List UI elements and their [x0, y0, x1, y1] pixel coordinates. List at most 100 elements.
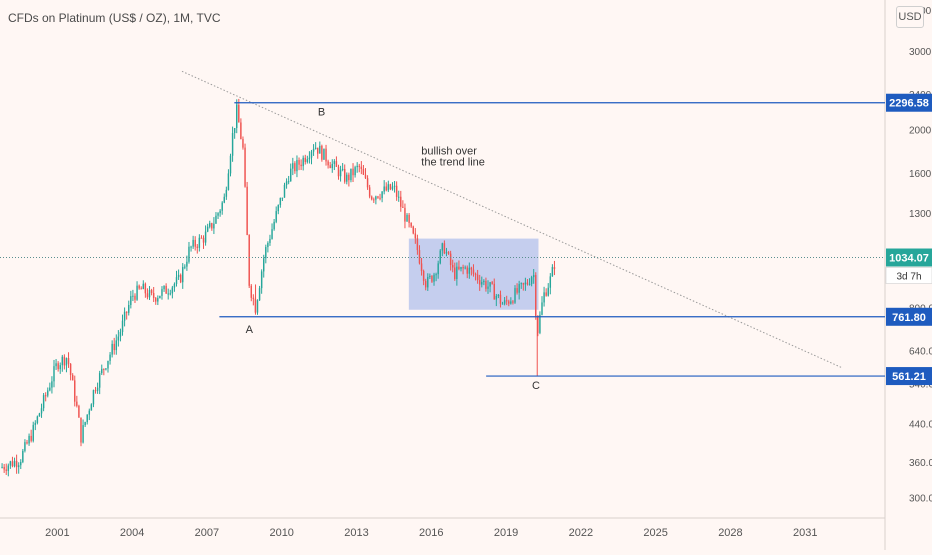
- candle[interactable]: [478, 280, 481, 285]
- candle[interactable]: [194, 239, 196, 247]
- candle[interactable]: [221, 202, 223, 211]
- candle[interactable]: [366, 178, 369, 188]
- candle[interactable]: [213, 223, 215, 229]
- candle[interactable]: [103, 368, 105, 370]
- candle[interactable]: [302, 157, 304, 167]
- candle[interactable]: [360, 166, 363, 169]
- candle[interactable]: [431, 275, 433, 282]
- candle[interactable]: [7, 465, 10, 471]
- candle[interactable]: [337, 166, 340, 177]
- candle[interactable]: [312, 148, 315, 152]
- candle[interactable]: [163, 285, 165, 290]
- candle[interactable]: [456, 266, 458, 279]
- candle[interactable]: [437, 263, 439, 275]
- candle[interactable]: [34, 422, 37, 425]
- candle[interactable]: [281, 197, 284, 199]
- candle[interactable]: [250, 285, 252, 298]
- candle[interactable]: [125, 311, 128, 313]
- candle[interactable]: [466, 267, 468, 274]
- candle[interactable]: [316, 147, 319, 154]
- candle[interactable]: [111, 343, 113, 355]
- candle[interactable]: [532, 275, 535, 278]
- candle[interactable]: [433, 274, 435, 282]
- candle[interactable]: [47, 390, 49, 396]
- candle[interactable]: [296, 160, 298, 172]
- candle[interactable]: [273, 221, 275, 230]
- candle[interactable]: [74, 380, 76, 402]
- candle[interactable]: [150, 290, 153, 293]
- candle[interactable]: [15, 460, 18, 468]
- candle[interactable]: [422, 270, 425, 281]
- candle[interactable]: [410, 222, 412, 227]
- candle[interactable]: [231, 132, 234, 156]
- candle[interactable]: [493, 283, 495, 300]
- candle[interactable]: [327, 161, 329, 166]
- candle[interactable]: [161, 289, 163, 296]
- candle[interactable]: [171, 287, 174, 294]
- candle[interactable]: [522, 283, 525, 285]
- candle[interactable]: [524, 282, 527, 285]
- candle[interactable]: [11, 461, 14, 467]
- candle[interactable]: [20, 461, 22, 466]
- candle[interactable]: [55, 363, 57, 367]
- candle[interactable]: [535, 275, 537, 317]
- candle[interactable]: [424, 280, 427, 288]
- candle[interactable]: [333, 161, 336, 164]
- candle[interactable]: [323, 148, 325, 160]
- candle[interactable]: [71, 374, 74, 381]
- candle[interactable]: [292, 163, 294, 169]
- candle[interactable]: [427, 276, 429, 288]
- candle[interactable]: [159, 295, 161, 299]
- candle[interactable]: [505, 300, 508, 302]
- candle[interactable]: [204, 231, 207, 243]
- candle[interactable]: [136, 285, 138, 300]
- candle[interactable]: [113, 343, 115, 351]
- candle[interactable]: [279, 197, 282, 206]
- candle[interactable]: [215, 215, 217, 224]
- candle[interactable]: [217, 213, 219, 216]
- candle[interactable]: [275, 211, 277, 222]
- candle[interactable]: [377, 196, 379, 198]
- candle[interactable]: [227, 173, 230, 190]
- candle[interactable]: [1, 466, 3, 468]
- candle[interactable]: [186, 261, 188, 267]
- candle[interactable]: [17, 465, 20, 468]
- candle[interactable]: [481, 282, 483, 285]
- candle[interactable]: [28, 435, 30, 444]
- candle[interactable]: [287, 181, 290, 183]
- candle[interactable]: [36, 416, 39, 423]
- candle[interactable]: [246, 186, 248, 236]
- candle[interactable]: [123, 311, 126, 321]
- candle[interactable]: [115, 340, 118, 351]
- candle[interactable]: [26, 442, 28, 444]
- candle[interactable]: [30, 435, 32, 441]
- candle[interactable]: [109, 354, 111, 361]
- candle[interactable]: [13, 460, 16, 467]
- candle[interactable]: [460, 267, 462, 270]
- candle[interactable]: [551, 267, 554, 277]
- candle[interactable]: [252, 297, 255, 299]
- candle[interactable]: [128, 304, 130, 313]
- candle[interactable]: [443, 243, 446, 254]
- candle[interactable]: [362, 168, 365, 175]
- candle[interactable]: [373, 199, 375, 201]
- candle[interactable]: [265, 247, 267, 259]
- candle[interactable]: [454, 267, 456, 279]
- candle[interactable]: [458, 266, 460, 270]
- candle[interactable]: [487, 286, 489, 289]
- candle[interactable]: [121, 320, 124, 332]
- candle[interactable]: [119, 331, 122, 337]
- candle[interactable]: [98, 373, 101, 388]
- candle[interactable]: [184, 266, 186, 268]
- candle[interactable]: [157, 298, 159, 302]
- candle[interactable]: [472, 269, 475, 274]
- candle[interactable]: [495, 295, 498, 300]
- candle[interactable]: [225, 189, 228, 197]
- candle[interactable]: [300, 164, 302, 167]
- candle[interactable]: [175, 277, 178, 284]
- candle[interactable]: [470, 267, 473, 270]
- candle[interactable]: [381, 191, 383, 199]
- candle[interactable]: [375, 196, 377, 200]
